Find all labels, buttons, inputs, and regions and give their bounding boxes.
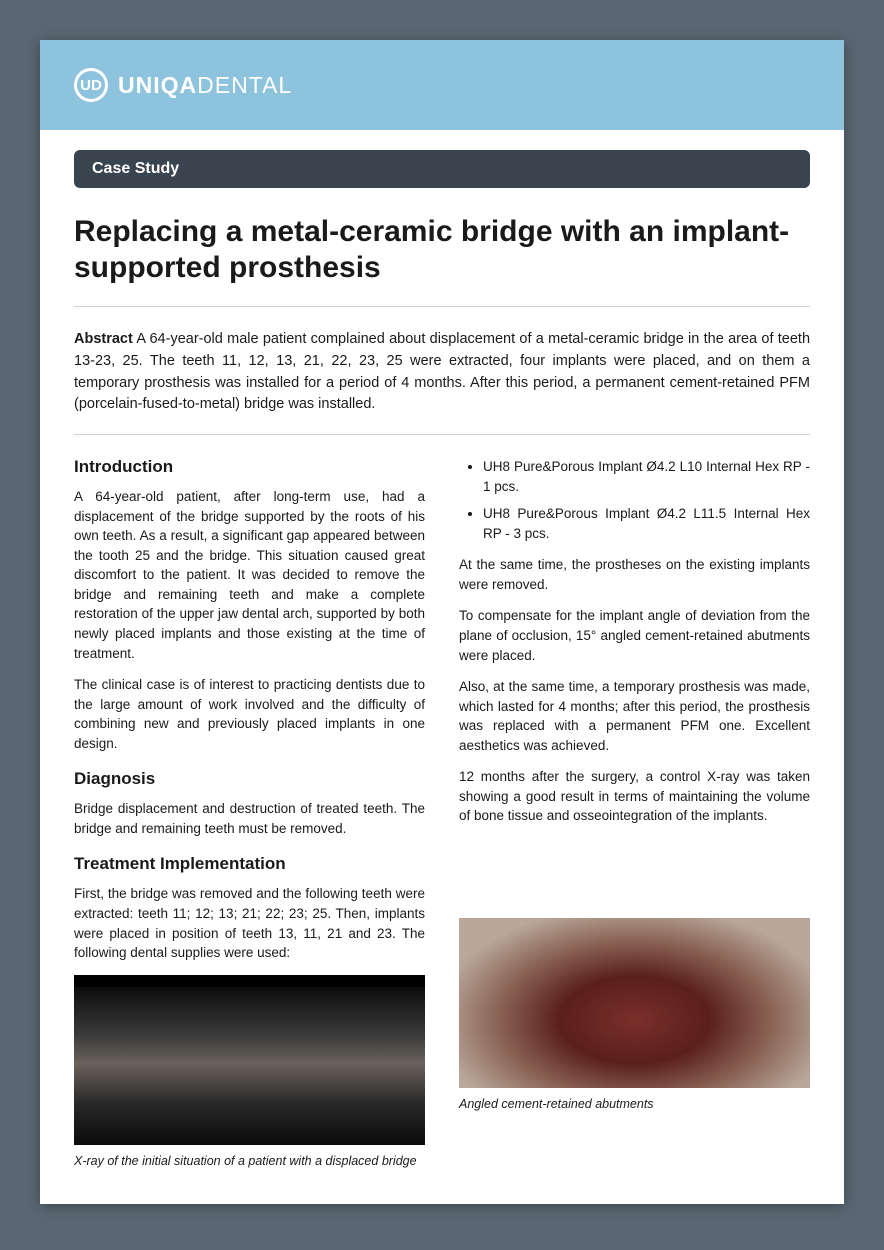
figure-caption: Angled cement-retained abutments — [459, 1096, 810, 1113]
divider — [74, 306, 810, 307]
body-paragraph: 12 months after the surgery, a control X… — [459, 767, 810, 826]
document-page: UD UNIQADENTAL Case Study Replacing a me… — [40, 40, 844, 1204]
left-column: Introduction A 64-year-old patient, afte… — [74, 457, 425, 1170]
abstract-text: A 64-year-old male patient complained ab… — [74, 331, 810, 412]
body-paragraph: Also, at the same time, a temporary pros… — [459, 677, 810, 755]
logo-text-bold: UNIQA — [118, 72, 197, 98]
figure-caption: X-ray of the initial situation of a pati… — [74, 1153, 425, 1170]
page-content: Case Study Replacing a metal-ceramic bri… — [40, 130, 844, 1204]
page-title: Replacing a metal-ceramic bridge with an… — [74, 214, 810, 286]
body-paragraph: To compensate for the implant angle of d… — [459, 606, 810, 665]
heading-diagnosis: Diagnosis — [74, 769, 425, 789]
divider — [74, 434, 810, 435]
treatment-paragraph: First, the bridge was removed and the fo… — [74, 884, 425, 962]
heading-treatment: Treatment Implementation — [74, 854, 425, 874]
intro-paragraph-1: A 64-year-old patient, after long-term u… — [74, 487, 425, 663]
heading-introduction: Introduction — [74, 457, 425, 477]
logo-mark-icon: UD — [74, 68, 108, 102]
abstract: Abstract A 64-year-old male patient comp… — [74, 329, 810, 416]
xray-image — [74, 975, 425, 1145]
abstract-label: Abstract — [74, 331, 133, 347]
diagnosis-paragraph: Bridge displacement and destruction of t… — [74, 799, 425, 838]
two-column-layout: Introduction A 64-year-old patient, afte… — [74, 457, 810, 1170]
list-item: UH8 Pure&Porous Implant Ø4.2 L11.5 Inter… — [483, 504, 810, 543]
brand-header: UD UNIQADENTAL — [40, 40, 844, 130]
figure-xray: X-ray of the initial situation of a pati… — [74, 975, 425, 1170]
logo: UD UNIQADENTAL — [74, 68, 292, 102]
body-paragraph: At the same time, the prostheses on the … — [459, 555, 810, 594]
logo-text: UNIQADENTAL — [118, 72, 292, 99]
clinical-image — [459, 918, 810, 1088]
right-column: UH8 Pure&Porous Implant Ø4.2 L10 Interna… — [459, 457, 810, 1170]
figure-clinical: Angled cement-retained abutments — [459, 918, 810, 1113]
supplies-list: UH8 Pure&Porous Implant Ø4.2 L10 Interna… — [459, 457, 810, 543]
list-item: UH8 Pure&Porous Implant Ø4.2 L10 Interna… — [483, 457, 810, 496]
intro-paragraph-2: The clinical case is of interest to prac… — [74, 675, 425, 753]
category-pill: Case Study — [74, 150, 810, 188]
logo-text-light: DENTAL — [197, 72, 292, 98]
